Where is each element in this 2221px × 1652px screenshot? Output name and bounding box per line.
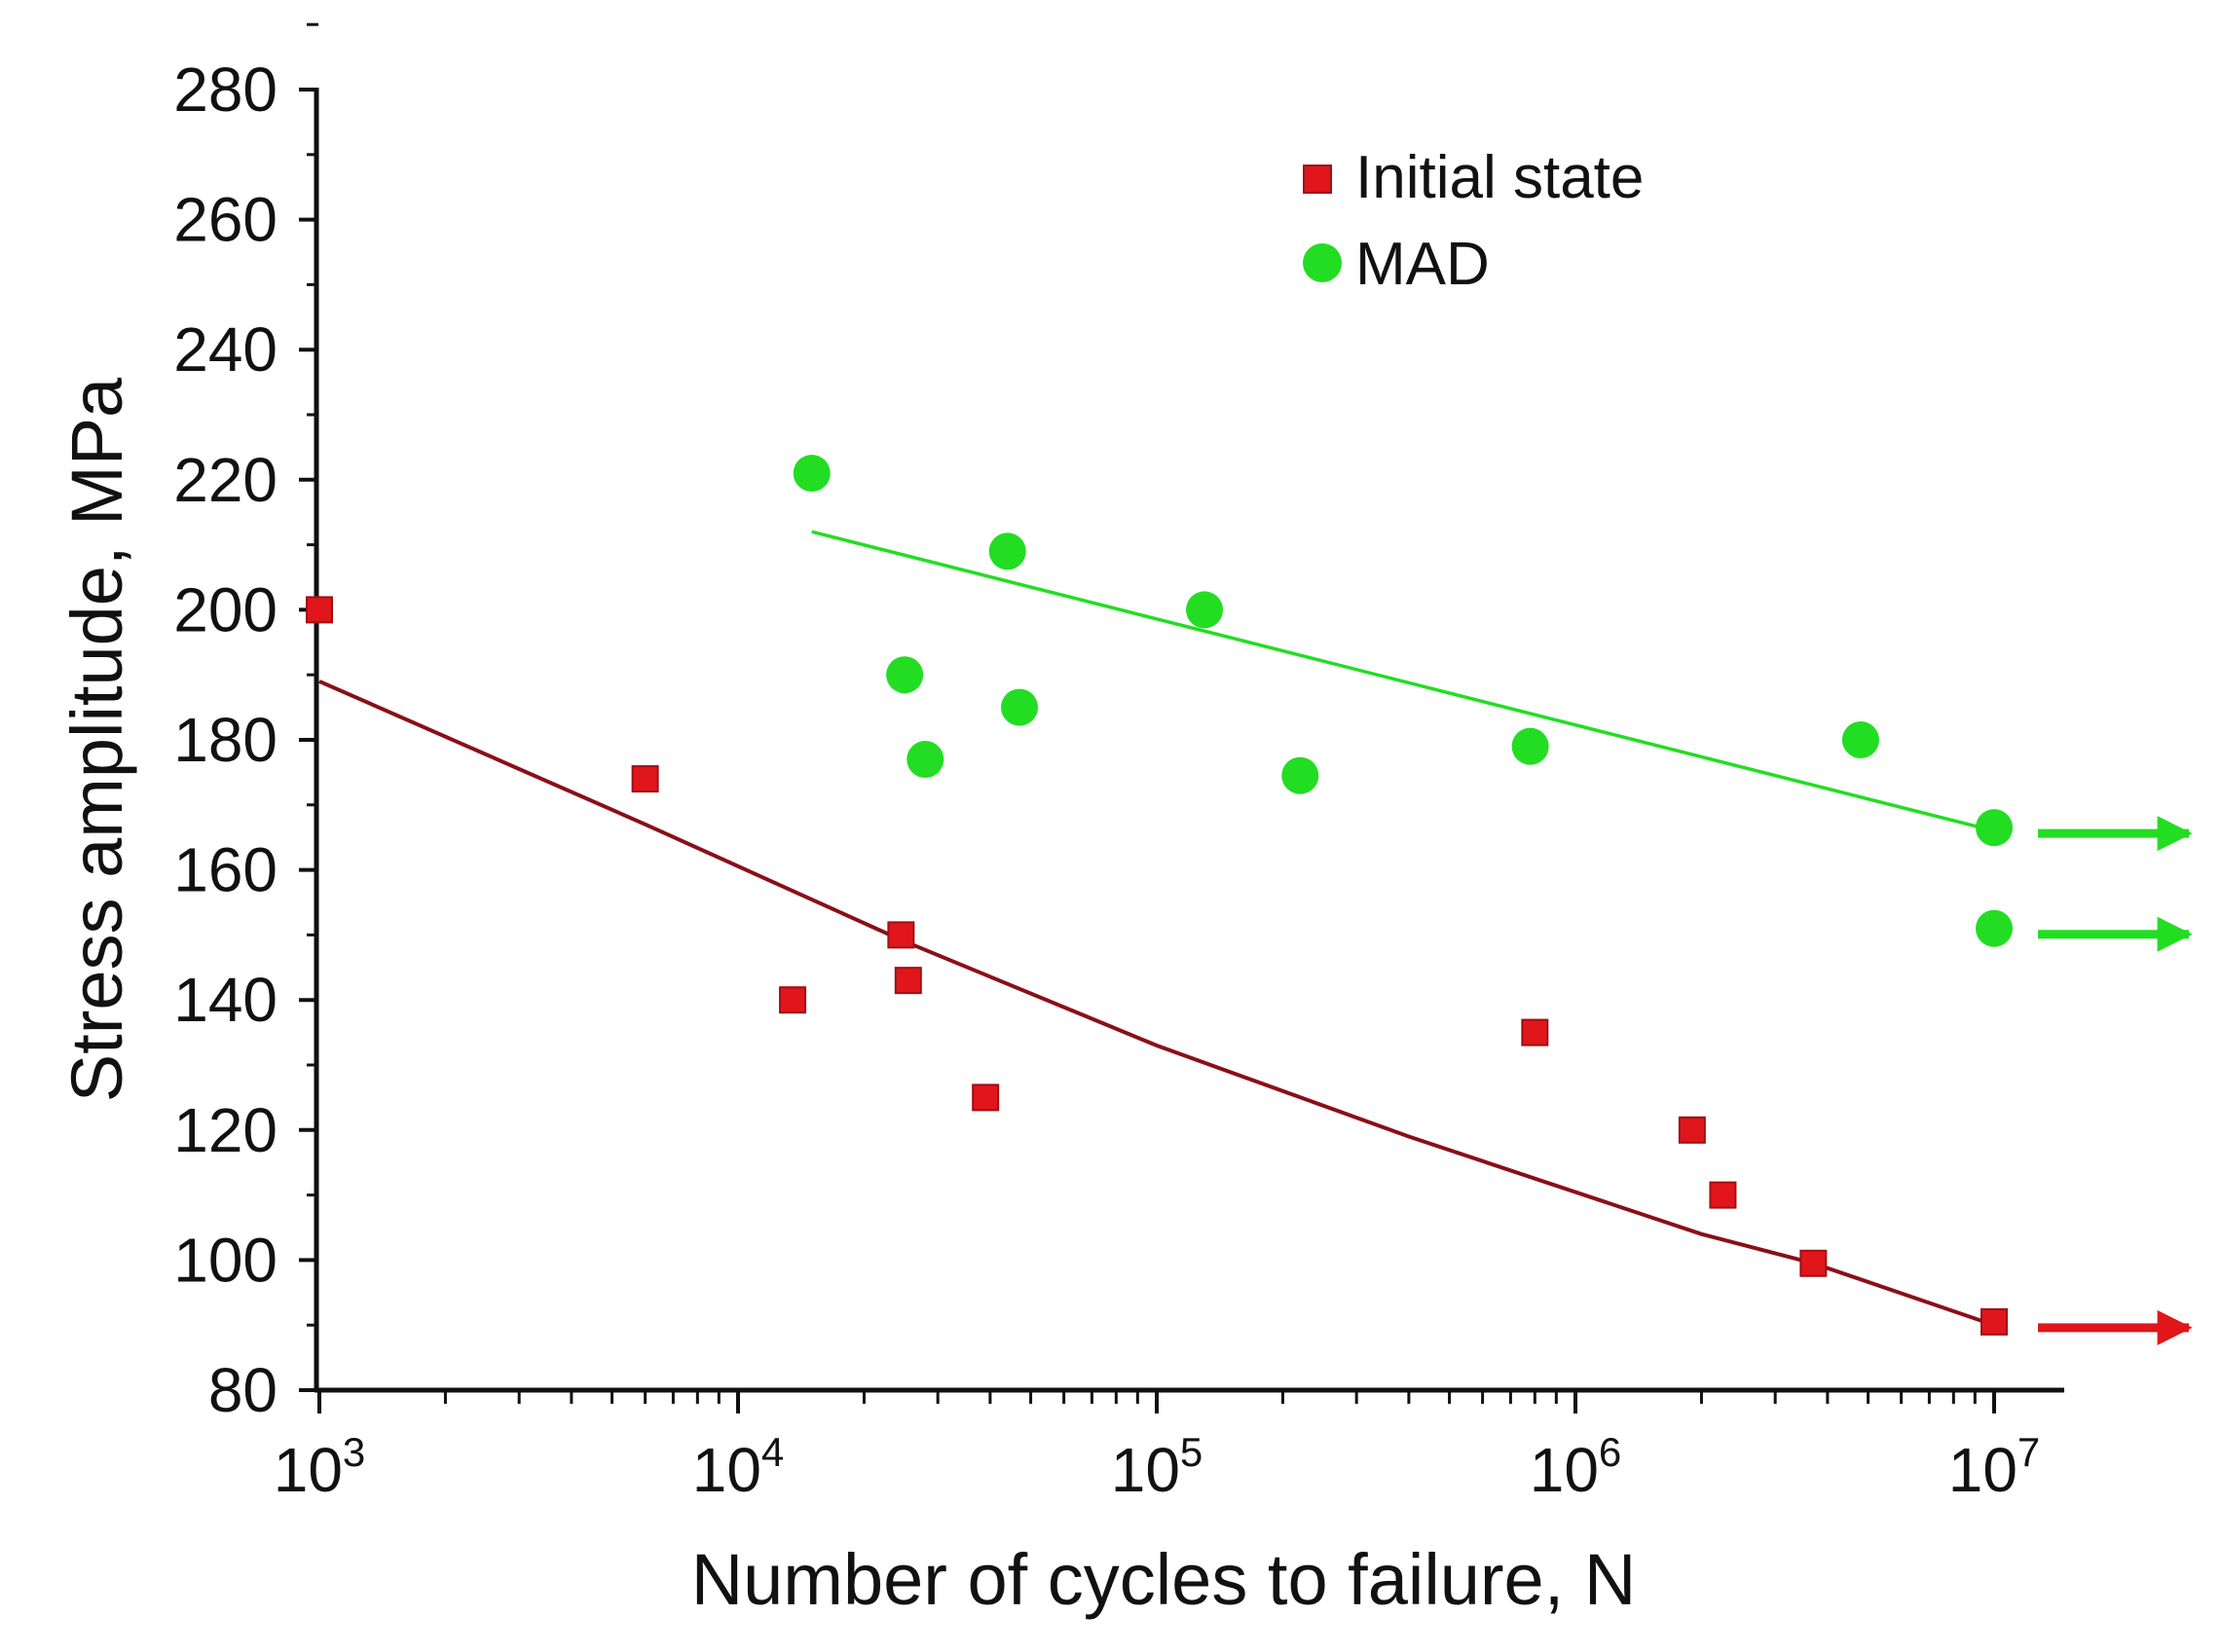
initial-state-point [1678,1116,1706,1144]
y-tick-label: 140 [173,965,278,1035]
x-tick-base: 10 [1948,1435,2017,1505]
mad-point [988,532,1026,570]
mad-point [886,656,924,694]
mad-point [1185,591,1223,629]
x-tick-base: 10 [274,1435,343,1505]
legend-marker-initial-state [1303,165,1332,194]
y-tick-label: 260 [173,185,278,255]
runout-arrows [2038,816,2193,1345]
y-ticks: 80 100 120 140 160 180 200 220 240 260 280 [173,22,318,1425]
x-tick-label: 107 [1948,1429,2041,1505]
initial-state-point [972,1083,1000,1112]
mad-point [907,741,944,779]
y-axis-title: Stress amplitude, MPa [56,377,137,1102]
initial-state-point [306,596,333,624]
mad-point [793,455,831,493]
initial-state-point [1980,1307,2008,1336]
mad-point [1001,688,1039,726]
legend-label-mad: MAD [1355,231,1490,298]
y-tick-label: 240 [173,314,278,385]
x-tick-exponent: 5 [1180,1429,1203,1475]
y-tick-label: 280 [173,55,278,125]
mad-point [1281,756,1319,794]
y-tick-label: 80 [208,1355,278,1425]
mad-point [1841,721,1879,758]
x-tick-base: 10 [1111,1435,1180,1505]
initial-state-point [779,986,807,1014]
initial-state-point [1709,1181,1737,1209]
x-tick-exponent: 3 [343,1429,365,1475]
x-tick-label: 104 [692,1429,785,1505]
mad-point [1976,809,2013,847]
x-tick-base: 10 [692,1435,761,1505]
legend: Initial state MAD [1303,144,1644,298]
x-axis-title: Number of cycles to failure, N [691,1539,1637,1620]
x-tick-exponent: 6 [1599,1429,1621,1475]
y-tick-label: 120 [173,1095,278,1165]
x-tick-exponent: 4 [761,1429,784,1475]
initial-state-point [887,921,915,949]
data-points [306,455,2013,1336]
y-tick-label: 180 [173,705,278,775]
x-tick-exponent: 7 [2017,1429,2040,1475]
y-tick-label: 220 [173,445,278,515]
x-ticks: 103 104 105 106 107 [274,1388,2041,1505]
legend-label-initial-state: Initial state [1355,144,1644,211]
x-tick-label: 105 [1111,1429,1203,1505]
legend-marker-mad [1303,243,1342,282]
trend-line-initial-state [318,679,1995,1328]
initial-state-point [1521,1018,1549,1046]
initial-state-point [894,967,922,995]
trend-line-mad [811,530,1995,833]
initial-state-point [1799,1249,1828,1277]
y-tick-label: 160 [173,835,278,905]
x-tick-label: 103 [274,1429,366,1505]
mad-point [1511,727,1549,765]
y-tick-label: 100 [173,1225,278,1295]
y-tick-label: 200 [173,574,278,644]
mad-point [1976,909,2013,947]
initial-state-point [631,765,659,793]
trend-lines [318,530,1995,1328]
x-tick-label: 106 [1530,1429,1622,1505]
x-tick-base: 10 [1530,1435,1599,1505]
